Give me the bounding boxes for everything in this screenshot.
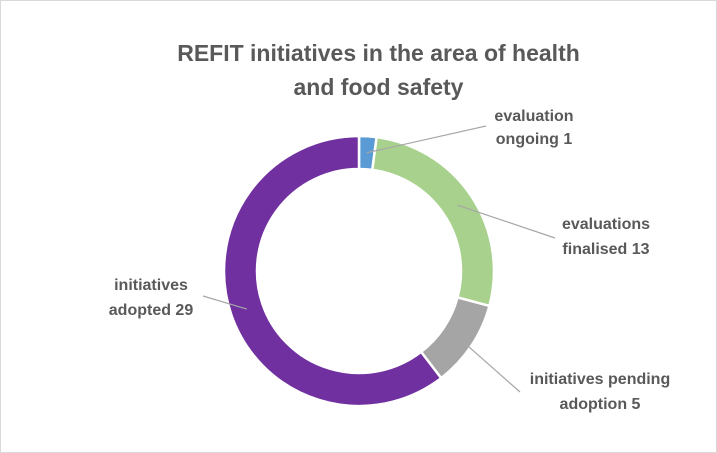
slice-initiatives-adopted: [222, 134, 443, 408]
data-labels: evaluation ongoing 1 evaluations finalis…: [109, 108, 670, 413]
doughnut-slices: [222, 134, 496, 408]
label-initiatives-adopted-line-1: initiatives: [114, 277, 188, 294]
chart-title: REFIT initiatives in the area of health …: [0, 36, 717, 104]
label-initiatives-pending-line-2: adoption 5: [560, 396, 641, 413]
leader-lines: [202, 125, 556, 393]
slice-evaluations-finalised: [370, 135, 496, 308]
leader-line-evaluations-finalised: [457, 204, 556, 239]
label-evaluation-ongoing-line-2: ongoing 1: [496, 131, 573, 148]
label-initiatives-pending-line-1: initiatives pending: [530, 371, 670, 388]
chart-title-line-2: and food safety: [293, 74, 464, 100]
chart-title-line-1: REFIT initiatives in the area of health: [177, 40, 580, 66]
label-evaluations-finalised-line-2: finalised 13: [562, 241, 649, 258]
leader-line-initiatives-adopted: [202, 295, 247, 310]
label-evaluation-ongoing-line-1: evaluation: [494, 108, 573, 125]
leader-line-evaluation-ongoing: [366, 125, 487, 154]
label-evaluations-finalised-line-1: evaluations: [562, 216, 650, 233]
leader-line-initiatives-pending-adoption: [457, 336, 521, 393]
label-initiatives-adopted-line-2: adopted 29: [109, 302, 194, 319]
